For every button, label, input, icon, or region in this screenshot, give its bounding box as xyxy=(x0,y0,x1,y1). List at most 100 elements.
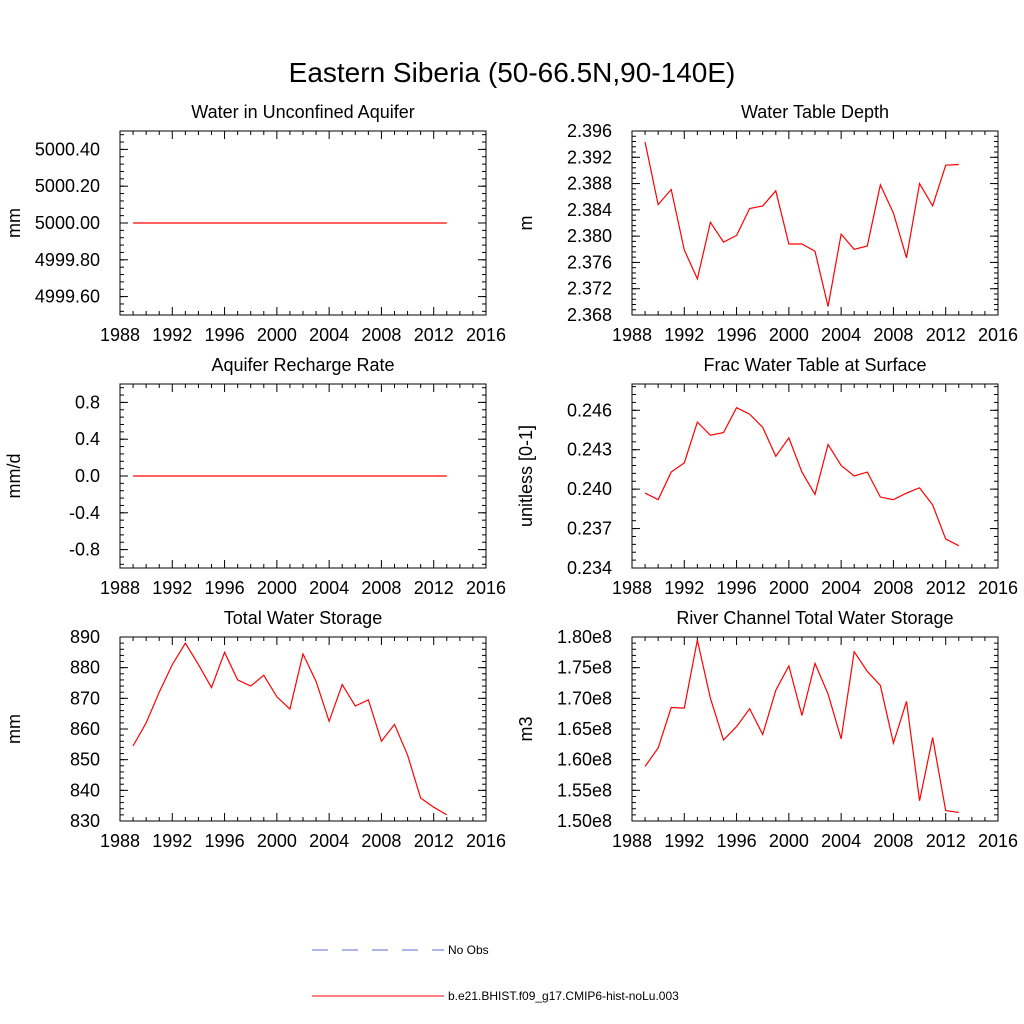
legend: No Obs b.e21.BHIST.f09_g17.CMIP6-hist-no… xyxy=(312,943,679,1003)
series-line xyxy=(644,639,959,814)
x-tick-label: 2008 xyxy=(873,578,913,598)
y-tick-label: 1.80e8 xyxy=(557,627,612,647)
y-tick-label: 5000.00 xyxy=(35,213,100,233)
y-tick-label: 880 xyxy=(70,658,100,678)
y-axis-label: m3 xyxy=(516,716,536,741)
y-tick-label: 860 xyxy=(70,719,100,739)
y-tick-label: 2.392 xyxy=(567,147,612,167)
x-tick-label: 1992 xyxy=(152,578,192,598)
x-tick-label: 2008 xyxy=(361,831,401,851)
x-tick-label: 2004 xyxy=(821,578,861,598)
x-tick-label: 2008 xyxy=(361,578,401,598)
y-tick-label: 890 xyxy=(70,627,100,647)
series-line xyxy=(644,406,960,547)
y-tick-label: 850 xyxy=(70,750,100,770)
legend-label-no-obs: No Obs xyxy=(448,943,489,957)
y-tick-label: 1.65e8 xyxy=(557,719,612,739)
y-tick-label: 2.380 xyxy=(567,226,612,246)
y-tick-label: 0.240 xyxy=(567,479,612,499)
panels: Water in Unconfined Aquifer mm 1988 1992 199… xyxy=(4,102,1018,851)
y-tick-label: 2.376 xyxy=(567,252,612,272)
x-tick-label: 2012 xyxy=(926,578,966,598)
x-tick-label: 1992 xyxy=(152,831,192,851)
x-tick-label: 2000 xyxy=(769,325,809,345)
y-axis-label: m xyxy=(516,216,536,231)
x-tick-label: 1996 xyxy=(205,831,245,851)
y-tick-label: 870 xyxy=(70,688,100,708)
y-tick-label: 0.237 xyxy=(567,519,612,539)
x-tick-label: 2008 xyxy=(873,831,913,851)
x-tick-label: 2016 xyxy=(466,578,506,598)
y-tick-label: 5000.20 xyxy=(35,176,100,196)
x-tick-label: 1988 xyxy=(612,831,652,851)
x-tick-label: 2000 xyxy=(257,325,297,345)
x-tick-label: 1988 xyxy=(612,578,652,598)
plot-frame xyxy=(119,636,487,822)
series-line xyxy=(644,142,959,307)
y-tick-label: 0.234 xyxy=(567,558,612,578)
y-tick-label: 2.396 xyxy=(567,121,612,141)
plot-frame xyxy=(631,130,999,316)
x-tick-label: 2012 xyxy=(414,831,454,851)
x-tick-label: 1988 xyxy=(100,831,140,851)
x-tick-label: 2016 xyxy=(978,578,1018,598)
y-axis-label: unitless [0-1] xyxy=(516,425,536,527)
x-tick-label: 2012 xyxy=(414,578,454,598)
figure-title: Eastern Siberia (50-66.5N,90-140E) xyxy=(289,57,736,88)
x-tick-label: 1996 xyxy=(205,578,245,598)
x-tick-label: 2004 xyxy=(821,831,861,851)
x-tick-label: 1988 xyxy=(100,325,140,345)
x-tick-label: 1996 xyxy=(717,325,757,345)
x-tick-label: 1992 xyxy=(664,831,704,851)
y-tick-label: 2.388 xyxy=(567,174,612,194)
y-tick-label: 0.0 xyxy=(75,466,100,486)
y-tick-label: 1.60e8 xyxy=(557,750,612,770)
y-axis-label: mm xyxy=(4,208,24,238)
y-tick-label: 830 xyxy=(70,811,100,831)
y-axis-label: mm/d xyxy=(4,454,24,499)
panel-title: Total Water Storage xyxy=(224,608,382,628)
x-tick-label: 1988 xyxy=(612,325,652,345)
plot-frame xyxy=(631,383,999,569)
x-tick-label: 1988 xyxy=(100,578,140,598)
panel-title: River Channel Total Water Storage xyxy=(676,608,953,628)
y-tick-label: 2.372 xyxy=(567,279,612,299)
x-tick-label: 2004 xyxy=(309,325,349,345)
x-tick-label: 2004 xyxy=(309,831,349,851)
chart-panel-2: Water Table Depth m 1988 1992 1996 2000 2004 20… xyxy=(516,102,1018,345)
x-tick-label: 2012 xyxy=(926,831,966,851)
x-tick-label: 2016 xyxy=(978,831,1018,851)
chart-panel-4: Frac Water Table at Surface unitless [0-1… xyxy=(516,355,1018,598)
series-line xyxy=(132,641,448,816)
x-tick-label: 1996 xyxy=(717,831,757,851)
x-tick-label: 2012 xyxy=(414,325,454,345)
x-tick-label: 2004 xyxy=(821,325,861,345)
panel-title: Aquifer Recharge Rate xyxy=(211,355,394,375)
x-tick-label: 1996 xyxy=(205,325,245,345)
x-tick-label: 2000 xyxy=(257,578,297,598)
panel-title: Water in Unconfined Aquifer xyxy=(191,102,414,122)
panel-title: Water Table Depth xyxy=(741,102,889,122)
y-tick-label: 0.243 xyxy=(567,440,612,460)
y-tick-label: 4999.80 xyxy=(35,250,100,270)
y-tick-label: 5000.40 xyxy=(35,139,100,159)
x-tick-label: 2016 xyxy=(466,325,506,345)
x-tick-label: 2016 xyxy=(978,325,1018,345)
x-tick-label: 1996 xyxy=(717,578,757,598)
x-tick-label: 1992 xyxy=(664,578,704,598)
x-tick-label: 1992 xyxy=(152,325,192,345)
y-tick-label: 0.4 xyxy=(75,429,100,449)
x-tick-label: 2000 xyxy=(769,831,809,851)
y-tick-label: 4999.60 xyxy=(35,287,100,307)
y-tick-label: -0.4 xyxy=(69,503,100,523)
x-tick-label: 2000 xyxy=(769,578,809,598)
x-tick-label: 2016 xyxy=(466,831,506,851)
legend-label-model: b.e21.BHIST.f09_g17.CMIP6-hist-noLu.003 xyxy=(448,989,679,1003)
x-tick-label: 1992 xyxy=(664,325,704,345)
y-tick-label: 1.70e8 xyxy=(557,688,612,708)
y-tick-label: 840 xyxy=(70,780,100,800)
y-tick-label: -0.8 xyxy=(69,540,100,560)
y-tick-label: 0.8 xyxy=(75,392,100,412)
x-tick-label: 2000 xyxy=(257,831,297,851)
